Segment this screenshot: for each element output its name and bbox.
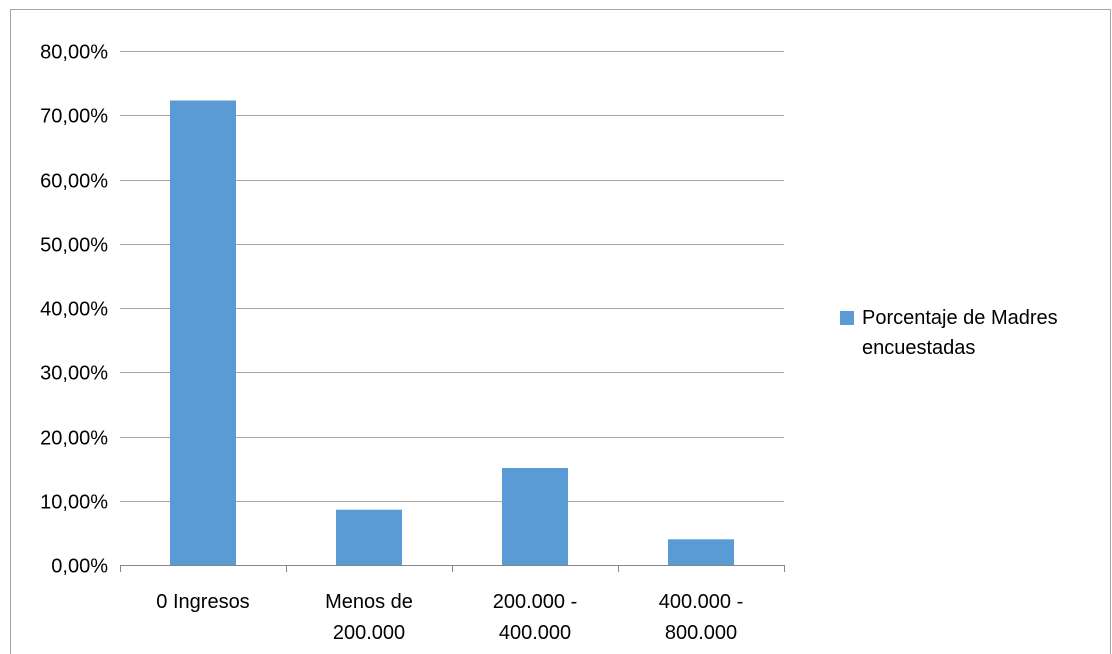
y-tick-label: 10,00% [40, 492, 108, 514]
y-tick-label: 0,00% [51, 556, 108, 578]
x-category-label: Menos de [325, 591, 413, 613]
y-tick-label: 40,00% [40, 299, 108, 321]
x-category-labels: 0 Ingresos Menos de 200.000 200.000 - 400.00… [156, 591, 743, 644]
bar [170, 100, 236, 565]
y-tick-label: 60,00% [40, 171, 108, 193]
y-tick-label: 30,00% [40, 363, 108, 385]
y-tick-label: 80,00% [40, 42, 108, 64]
chart-frame [10, 9, 1111, 654]
x-category-label: 800.000 [665, 622, 737, 644]
x-category-label: 400.000 - [659, 591, 744, 613]
bar [336, 509, 402, 565]
x-category-label: 200.000 [333, 622, 405, 644]
y-tick-label: 70,00% [40, 106, 108, 128]
bar [502, 468, 568, 565]
x-axis [120, 565, 785, 572]
x-category-label: 0 Ingresos [156, 591, 249, 613]
x-category-label: 400.000 [499, 622, 571, 644]
y-tick-label: 50,00% [40, 235, 108, 257]
bar [668, 539, 734, 565]
y-tick-labels: 0,00% 10,00% 20,00% 30,00% 40,00% 50,00% 60,00… [40, 42, 108, 578]
x-category-label: 200.000 - [493, 591, 578, 613]
legend-swatch [840, 311, 854, 325]
legend-label: Porcentaje de Madres encuestadas [862, 307, 1058, 359]
y-tick-label: 20,00% [40, 428, 108, 450]
bars [170, 100, 734, 565]
